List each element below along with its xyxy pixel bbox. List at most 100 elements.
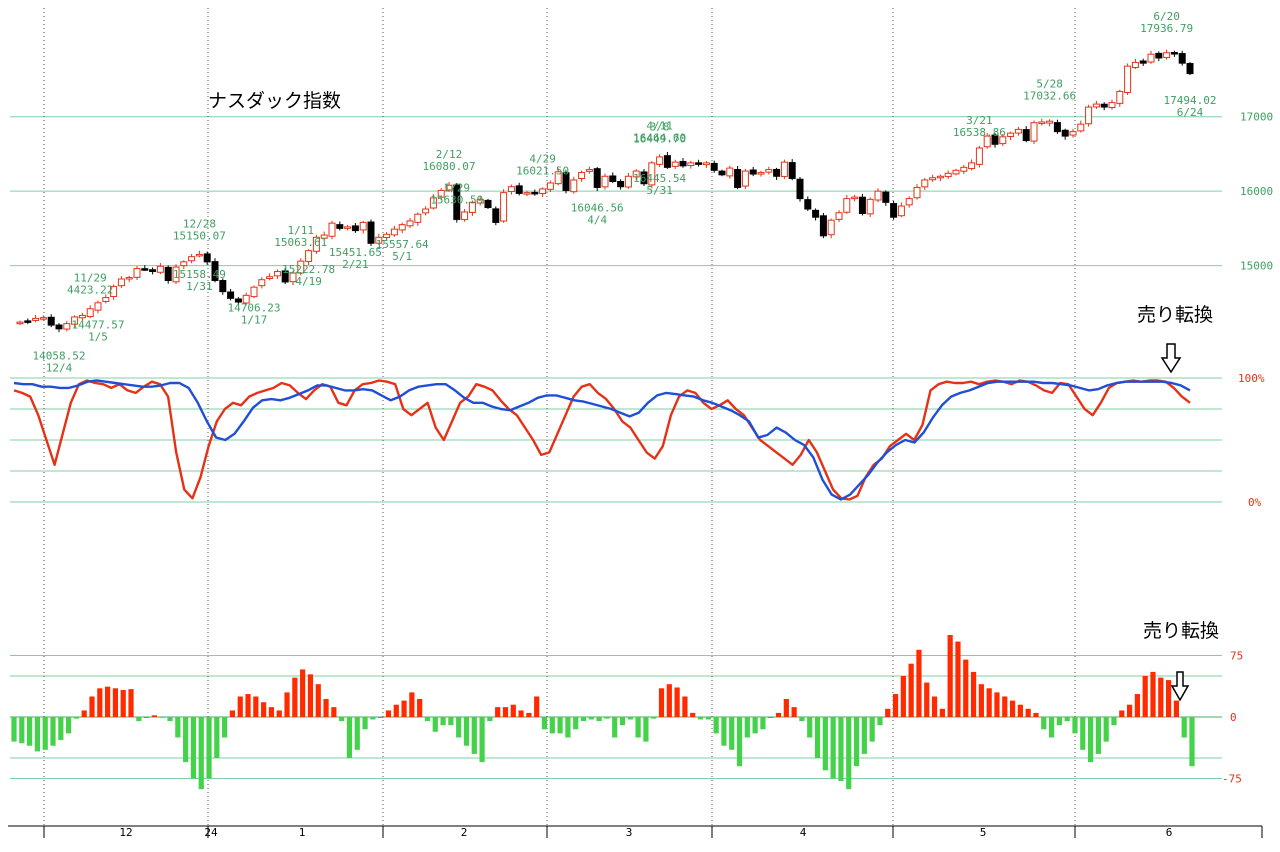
histogram-bar: [658, 688, 665, 717]
histogram-bar: [1189, 717, 1195, 767]
candlestick: [601, 175, 609, 188]
candlestick: [203, 253, 211, 263]
candlestick: [383, 233, 391, 239]
candlestick: [305, 250, 313, 262]
annotation-date: 4/19: [295, 275, 322, 288]
candlestick: [554, 171, 562, 185]
oscillator-panel: [13, 379, 1191, 501]
candlestick: [320, 234, 328, 239]
histogram-bar: [112, 688, 119, 717]
candlestick: [344, 226, 352, 229]
candlestick: [1131, 61, 1139, 68]
candlestick: [843, 198, 851, 213]
candlestick: [663, 155, 671, 168]
candlestick: [562, 172, 570, 191]
histogram-bar: [1025, 708, 1031, 717]
histogram-bar: [916, 649, 922, 717]
annotation-value: 15222.78: [282, 263, 335, 276]
candlestick: [266, 276, 274, 280]
histogram-bar: [892, 694, 899, 717]
candlestick: [671, 161, 679, 167]
histogram-tick-label: 75: [1230, 650, 1243, 663]
candlestick: [695, 162, 703, 165]
histogram-bar: [276, 710, 282, 717]
histogram-bar: [1056, 717, 1062, 726]
histogram-bar: [346, 717, 353, 758]
annotation-date: 2/12: [436, 148, 463, 161]
annotation-value: 14058.52: [33, 350, 86, 363]
histogram-bar: [253, 696, 259, 717]
candlestick: [227, 291, 235, 299]
annotation-value: 16449.70: [633, 133, 686, 146]
histogram-bar: [900, 676, 906, 717]
histogram-bar: [822, 717, 828, 771]
candlestick: [741, 170, 749, 187]
candlestick: [359, 221, 367, 231]
candlestick: [905, 198, 913, 206]
annotation-date: 3/8: [650, 121, 670, 134]
annotation-date: 1/31: [186, 280, 213, 293]
histogram-bar: [729, 717, 735, 750]
candlestick: [851, 196, 859, 200]
candlestick: [1170, 52, 1178, 55]
x-axis-label: 12: [119, 826, 132, 839]
histogram-bar: [463, 717, 470, 746]
x-axis-label: 4: [800, 826, 807, 839]
histogram-bar: [370, 717, 376, 720]
annotation-date: 1/5: [88, 330, 108, 343]
histogram-bar: [963, 659, 969, 717]
annotation-value: 15557.64: [376, 238, 429, 251]
histogram-bar: [300, 669, 306, 717]
histogram-bar: [986, 688, 992, 717]
histogram-bar: [1048, 717, 1055, 738]
candlestick: [1163, 52, 1171, 58]
candlestick: [819, 215, 827, 237]
candlestick: [1108, 102, 1116, 109]
candlestick: [929, 177, 937, 181]
histogram-bar: [1142, 676, 1148, 717]
histogram-bar: [136, 717, 142, 722]
histogram-bar: [510, 704, 516, 717]
price-axis-tick-label: 15000: [1240, 260, 1273, 273]
chart-title: ナスダック指数: [208, 90, 341, 112]
histogram-bar: [908, 663, 914, 717]
histogram-bar: [315, 684, 321, 717]
candlestick: [632, 170, 640, 178]
histogram-bar: [775, 712, 782, 717]
candlestick: [476, 198, 484, 204]
histogram-bar: [807, 717, 813, 738]
candlestick: [71, 316, 79, 325]
histogram-bar: [830, 717, 836, 779]
histogram-bar: [1041, 717, 1047, 730]
candlestick: [952, 169, 960, 175]
histogram-bar: [838, 717, 844, 781]
histogram-bar: [697, 717, 704, 720]
histogram-bar: [354, 717, 360, 750]
candlestick: [1038, 121, 1046, 125]
candlestick: [281, 270, 289, 283]
histogram-bar: [814, 717, 821, 758]
candlestick: [968, 162, 976, 170]
candlestick: [656, 156, 664, 165]
histogram-bar: [799, 717, 805, 722]
annotation-date: 12/4: [46, 362, 73, 375]
histogram-bar: [1103, 717, 1109, 742]
annotation-value: 16445.54: [633, 172, 686, 185]
candlestick: [211, 261, 219, 281]
candlestick: [414, 213, 422, 223]
histogram-bar: [1072, 717, 1078, 734]
candlestick: [429, 197, 437, 209]
histogram-bar: [1119, 710, 1125, 717]
histogram-bar: [378, 717, 384, 718]
histogram-bar: [1165, 680, 1172, 717]
candlestick: [406, 220, 414, 227]
annotation-value: 16464.60: [633, 132, 686, 145]
annotation-date: 5/31: [646, 184, 673, 197]
histogram-bar: [666, 684, 672, 717]
x-axis-label: 3: [626, 826, 633, 839]
